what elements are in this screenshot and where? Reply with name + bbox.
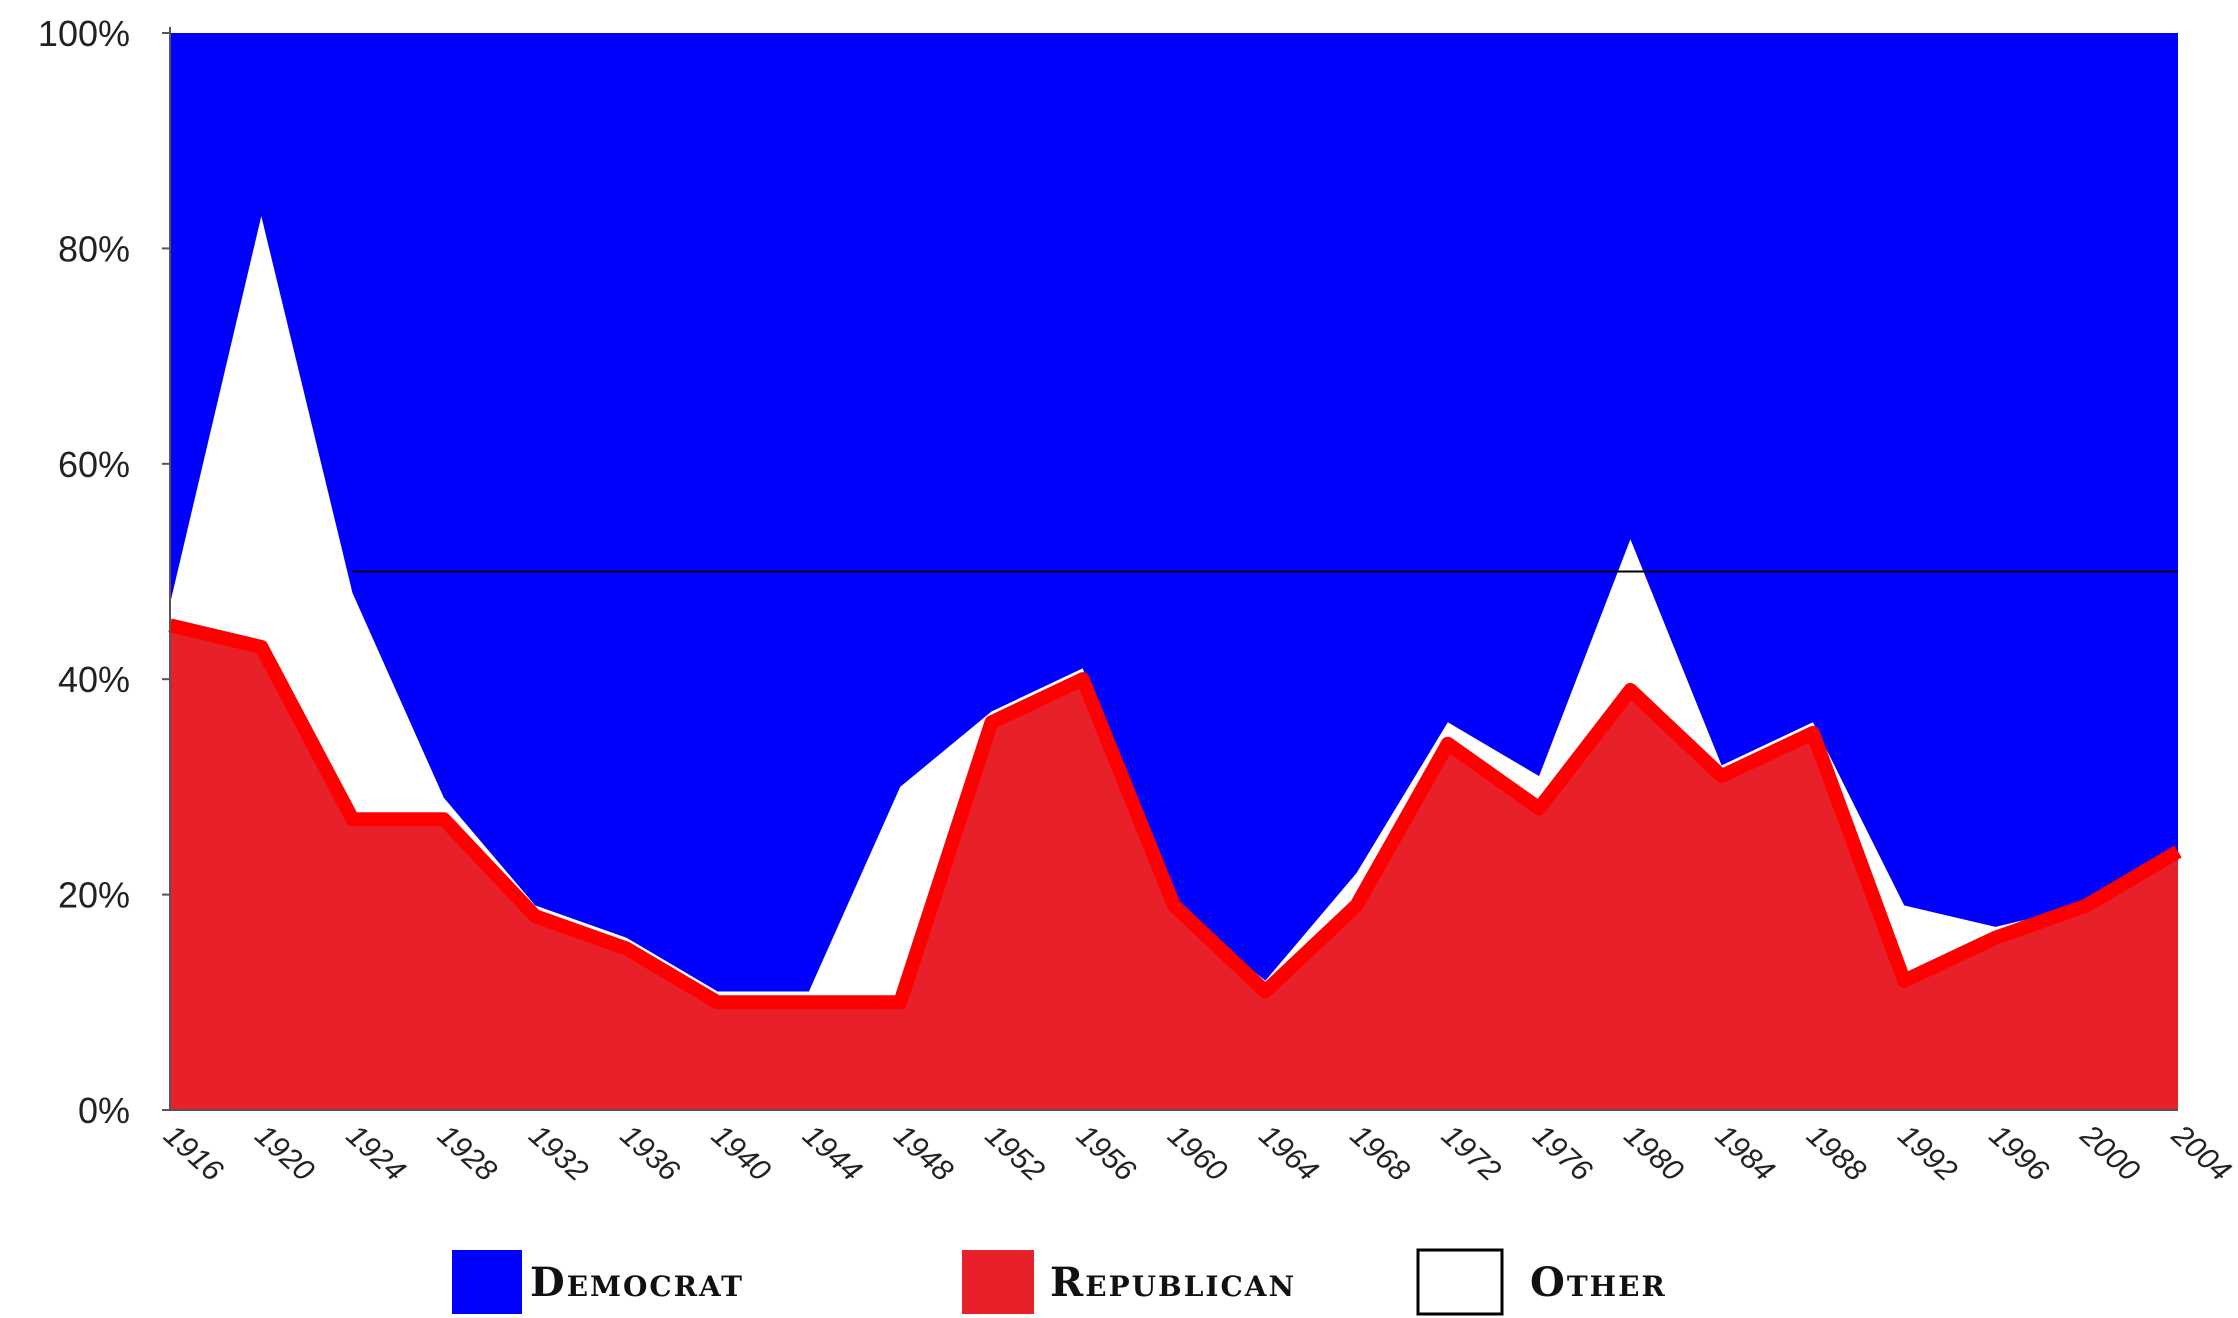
y-tick-label: 0% bbox=[78, 1090, 130, 1131]
area-democrat bbox=[170, 33, 2178, 992]
area-other bbox=[170, 216, 2178, 1003]
legend-label-republican: Republican bbox=[1050, 1259, 1296, 1306]
republican-boundary-line bbox=[168, 618, 2182, 1010]
x-tick-label: 1964 bbox=[1253, 1119, 1325, 1188]
legend-swatch-democrat bbox=[452, 1250, 522, 1314]
x-tick-label: 1932 bbox=[522, 1119, 594, 1188]
x-tick-label: 1984 bbox=[1709, 1119, 1781, 1188]
x-tick-label: 1952 bbox=[979, 1119, 1051, 1188]
x-tick-label: 1924 bbox=[340, 1119, 412, 1188]
x-tick-label: 1992 bbox=[1892, 1119, 1964, 1188]
legend-swatch-other bbox=[1416, 1248, 1504, 1316]
area-republican bbox=[170, 625, 2178, 1110]
x-tick-label: 1960 bbox=[1161, 1119, 1233, 1188]
x-axis-ticks: 1916 1920 1924 1928 1932 1936 1940 1944 1948 1952… bbox=[157, 1118, 2237, 1188]
y-axis-ticks: 0% 20% 40% 60% 80% 100% bbox=[38, 13, 170, 1131]
x-tick-label: 1968 bbox=[1344, 1119, 1416, 1188]
legend-swatch-republican bbox=[962, 1250, 1034, 1314]
legend: Democrat Republican Other bbox=[452, 1248, 1667, 1316]
x-tick-label: 2004 bbox=[2165, 1118, 2237, 1188]
legend-label-democrat: Democrat bbox=[530, 1259, 744, 1306]
x-tick-label: 1948 bbox=[888, 1119, 960, 1188]
x-tick-label: 1976 bbox=[1526, 1119, 1598, 1188]
x-tick-label: 1928 bbox=[431, 1119, 503, 1188]
x-tick-label: 1980 bbox=[1618, 1119, 1690, 1188]
x-tick-label: 1940 bbox=[705, 1119, 777, 1188]
x-tick-label: 1988 bbox=[1800, 1119, 1872, 1188]
legend-label-other: Other bbox=[1530, 1259, 1667, 1306]
axes bbox=[169, 27, 2178, 1111]
plot-area bbox=[168, 33, 2182, 1110]
x-tick-label: 2000 bbox=[2073, 1118, 2146, 1188]
y-tick-label: 40% bbox=[58, 659, 130, 700]
x-tick-label: 1996 bbox=[1983, 1119, 2055, 1188]
x-tick-label: 1944 bbox=[796, 1119, 868, 1188]
y-tick-label: 60% bbox=[58, 444, 130, 485]
y-tick-label: 80% bbox=[58, 228, 130, 269]
x-tick-label: 1936 bbox=[614, 1119, 686, 1188]
x-tick-label: 1916 bbox=[157, 1119, 229, 1188]
x-tick-label: 1956 bbox=[1070, 1119, 1142, 1188]
x-tick-label: 1972 bbox=[1435, 1119, 1507, 1188]
y-tick-label: 100% bbox=[38, 13, 130, 54]
y-tick-label: 20% bbox=[58, 875, 130, 916]
x-tick-label: 1920 bbox=[249, 1119, 321, 1188]
